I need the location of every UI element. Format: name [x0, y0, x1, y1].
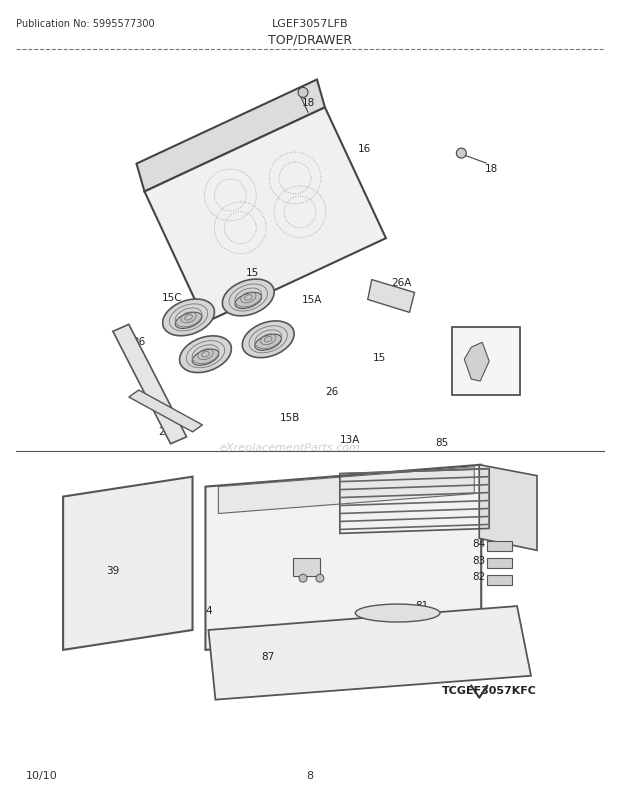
- Text: 84: 84: [472, 539, 486, 549]
- Polygon shape: [464, 342, 489, 382]
- Text: TOP/DRAWER: TOP/DRAWER: [268, 33, 352, 46]
- Text: 2: 2: [243, 484, 250, 494]
- Text: 16: 16: [358, 144, 371, 154]
- Text: 18: 18: [301, 98, 314, 108]
- Text: 15C: 15C: [162, 293, 183, 303]
- Bar: [487, 576, 512, 585]
- Circle shape: [456, 149, 466, 159]
- Text: 15: 15: [246, 267, 259, 277]
- Text: 15: 15: [373, 353, 386, 363]
- Text: eXreplacementParts.com: eXreplacementParts.com: [219, 442, 360, 452]
- Ellipse shape: [175, 313, 202, 329]
- Text: 26: 26: [326, 387, 339, 396]
- Circle shape: [298, 88, 308, 98]
- Text: 86: 86: [301, 565, 314, 576]
- Text: 81: 81: [415, 601, 428, 610]
- Text: 15A: 15A: [302, 295, 322, 305]
- Polygon shape: [368, 280, 415, 313]
- Text: Publication No: 5995577300: Publication No: 5995577300: [16, 18, 155, 29]
- Ellipse shape: [180, 336, 231, 373]
- Polygon shape: [205, 465, 481, 650]
- Polygon shape: [144, 108, 386, 323]
- Polygon shape: [63, 477, 193, 650]
- Ellipse shape: [223, 280, 274, 317]
- Polygon shape: [479, 465, 537, 551]
- Text: 26A: 26A: [391, 277, 412, 287]
- Polygon shape: [129, 391, 203, 432]
- Text: 26: 26: [132, 337, 146, 346]
- Text: TCGEF3057KFC: TCGEF3057KFC: [442, 685, 537, 695]
- Text: 13: 13: [485, 524, 498, 534]
- Polygon shape: [218, 467, 474, 514]
- Text: 10/10: 10/10: [26, 771, 58, 780]
- Text: 8: 8: [306, 771, 314, 780]
- Text: 13A: 13A: [340, 435, 360, 444]
- Text: 82: 82: [472, 572, 486, 581]
- Text: 39: 39: [106, 565, 120, 576]
- Text: 1: 1: [488, 484, 495, 494]
- Text: 4: 4: [205, 606, 212, 615]
- Ellipse shape: [242, 322, 294, 358]
- Ellipse shape: [255, 334, 281, 351]
- Text: 52: 52: [480, 335, 494, 345]
- Text: LGEF3057LFB: LGEF3057LFB: [272, 18, 348, 29]
- Text: 83: 83: [472, 556, 486, 565]
- Polygon shape: [113, 325, 187, 444]
- Bar: [487, 559, 512, 569]
- Circle shape: [299, 574, 307, 582]
- Text: 26B: 26B: [159, 427, 179, 436]
- Text: 85: 85: [435, 437, 448, 448]
- Text: 15B: 15B: [280, 412, 300, 423]
- Bar: [487, 541, 512, 552]
- Ellipse shape: [235, 293, 262, 309]
- Bar: [453, 328, 520, 395]
- Ellipse shape: [192, 350, 219, 366]
- Circle shape: [316, 574, 324, 582]
- Polygon shape: [208, 606, 531, 700]
- Bar: [293, 559, 320, 577]
- Ellipse shape: [162, 300, 215, 336]
- Ellipse shape: [355, 605, 440, 622]
- Text: 18: 18: [485, 164, 498, 174]
- Polygon shape: [136, 80, 325, 192]
- Text: 87: 87: [262, 651, 275, 661]
